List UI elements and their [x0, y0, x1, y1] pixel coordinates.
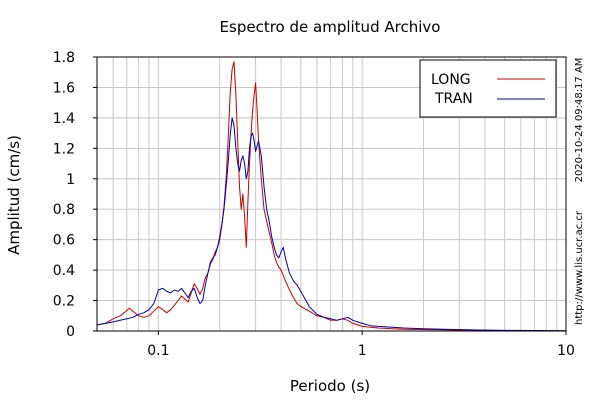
series-line-tran	[96, 117, 567, 332]
y-tick-label: 1.2	[53, 141, 75, 157]
legend: LONG TRAN	[419, 59, 557, 118]
y-axis-ticks: 0 0.2 0.4 0.6 0.8 1 1.2 1.4 1.6 1.8	[53, 50, 97, 340]
grid-lines	[96, 56, 567, 332]
y-tick-label: 0	[66, 324, 75, 340]
legend-label-long: LONG	[431, 72, 471, 88]
x-tick-label: 0.1	[147, 343, 169, 359]
x-tick-label: 10	[557, 343, 575, 359]
y-tick-label: 1.8	[53, 50, 75, 66]
y-tick-label: 1.6	[53, 80, 75, 96]
y-tick-label: 0.4	[53, 263, 75, 279]
x-tick-label: 1	[358, 343, 367, 359]
plot-frame	[96, 56, 567, 332]
url-text: http://www.lis.ucr.ac.cr	[574, 210, 585, 325]
y-tick-label: 0.8	[53, 202, 75, 218]
x-axis-ticks: 0.1 1 10	[147, 331, 575, 359]
x-axis-label: Periodo (s)	[290, 377, 370, 395]
series-layer	[96, 61, 567, 332]
timestamp-text: 2020-10-24 09:48:17 AM	[574, 58, 585, 183]
y-tick-label: 0.2	[53, 294, 75, 310]
legend-box	[419, 59, 557, 118]
y-tick-label: 0.6	[53, 233, 75, 249]
chart-title: Espectro de amplitud Archivo	[220, 18, 441, 36]
y-tick-label: 1.4	[53, 111, 75, 127]
y-tick-label: 1	[66, 172, 75, 188]
legend-label-tran: TRAN	[434, 91, 473, 107]
y-axis-label: Amplitud (cm/s)	[5, 135, 23, 255]
